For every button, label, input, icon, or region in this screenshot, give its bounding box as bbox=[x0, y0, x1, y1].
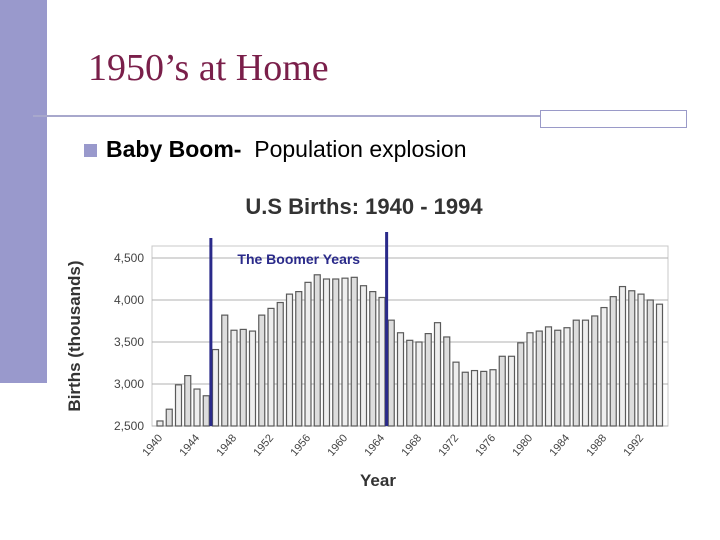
bar bbox=[387, 319, 395, 427]
x-tick-label: 1944 bbox=[177, 432, 202, 458]
bar bbox=[535, 330, 543, 427]
bar bbox=[322, 278, 331, 427]
bar bbox=[526, 332, 534, 427]
boomer-years-annotation: The Boomer Years bbox=[237, 251, 360, 267]
bar bbox=[498, 355, 506, 427]
bar bbox=[591, 315, 599, 427]
bar bbox=[258, 314, 266, 427]
bar bbox=[554, 329, 562, 427]
y-tick-label: 2,500 bbox=[114, 419, 144, 433]
bar bbox=[443, 336, 451, 427]
bar bbox=[637, 293, 645, 427]
bar bbox=[572, 319, 580, 427]
x-tick-label: 1956 bbox=[288, 432, 313, 458]
bar bbox=[304, 281, 312, 427]
bar bbox=[470, 369, 479, 427]
bar bbox=[628, 290, 636, 427]
slide-title: 1950’s at Home bbox=[88, 47, 329, 89]
bar bbox=[378, 296, 386, 427]
bar bbox=[285, 293, 294, 427]
bullet-point: Baby Boom- Population explosion bbox=[84, 136, 467, 163]
x-axis-label: Year bbox=[360, 471, 396, 490]
bar bbox=[156, 420, 164, 427]
y-tick-label: 4,500 bbox=[114, 251, 144, 265]
x-tick-label: 1968 bbox=[399, 432, 424, 458]
bar bbox=[184, 375, 192, 427]
x-tick-label: 1960 bbox=[325, 432, 350, 458]
bar bbox=[544, 326, 553, 427]
x-tick-label: 1972 bbox=[436, 432, 461, 458]
bullet-square-icon bbox=[84, 144, 97, 157]
bar bbox=[267, 307, 275, 427]
bar bbox=[415, 341, 423, 427]
bar bbox=[600, 306, 608, 427]
x-tick-label: 1940 bbox=[140, 432, 165, 458]
title-rule-line bbox=[33, 115, 685, 117]
x-tick-label: 1988 bbox=[584, 432, 609, 458]
bar bbox=[424, 333, 432, 427]
title-rule-box bbox=[540, 110, 687, 128]
bar bbox=[359, 285, 368, 427]
bar bbox=[609, 296, 617, 427]
x-tick-label: 1992 bbox=[621, 432, 646, 458]
bar bbox=[461, 371, 469, 427]
bullet-text: Population explosion bbox=[254, 136, 467, 162]
x-tick-label: 1964 bbox=[362, 432, 387, 458]
bar bbox=[248, 330, 257, 427]
bar bbox=[396, 332, 405, 427]
bar bbox=[332, 278, 340, 427]
bar bbox=[507, 355, 516, 427]
bar bbox=[230, 329, 238, 427]
bar bbox=[618, 285, 627, 427]
bar bbox=[313, 274, 321, 427]
bar bbox=[581, 319, 590, 427]
bar bbox=[193, 388, 201, 427]
bar bbox=[655, 303, 664, 427]
y-axis-label: Births (thousands) bbox=[65, 260, 84, 411]
bar bbox=[239, 328, 247, 427]
bar bbox=[350, 276, 358, 427]
bar bbox=[202, 395, 210, 427]
bar bbox=[211, 348, 220, 427]
bar bbox=[295, 291, 303, 427]
y-tick-label: 3,000 bbox=[114, 377, 144, 391]
x-tick-label: 1984 bbox=[547, 432, 572, 458]
bar bbox=[563, 327, 571, 427]
bar bbox=[433, 322, 442, 427]
x-tick-label: 1976 bbox=[473, 432, 498, 458]
bar bbox=[489, 369, 497, 427]
bar bbox=[406, 339, 414, 427]
bar bbox=[276, 301, 284, 427]
chart-title: U.S Births: 1940 - 1994 bbox=[245, 194, 483, 219]
bar bbox=[452, 361, 460, 427]
bullet-bold-text: Baby Boom- bbox=[106, 136, 242, 162]
x-tick-label: 1980 bbox=[510, 432, 535, 458]
y-tick-label: 3,500 bbox=[114, 335, 144, 349]
x-tick-label: 1948 bbox=[214, 432, 239, 458]
bar bbox=[174, 384, 183, 427]
slide-side-bar bbox=[0, 0, 47, 383]
bar bbox=[480, 370, 488, 427]
bar bbox=[165, 408, 173, 427]
bar bbox=[221, 314, 229, 427]
bar bbox=[341, 277, 349, 427]
bar bbox=[517, 342, 525, 427]
y-tick-label: 4,000 bbox=[114, 293, 144, 307]
bar bbox=[369, 291, 377, 427]
bar bbox=[646, 299, 654, 427]
x-tick-label: 1952 bbox=[251, 432, 276, 458]
plot-area: 2,500 3,000 3,500 4,000 4,500 1940 1944 1948 195… bbox=[114, 232, 669, 459]
